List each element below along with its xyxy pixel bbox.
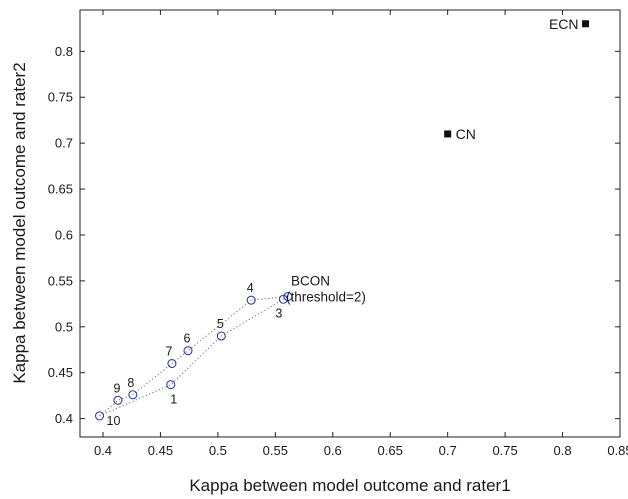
x-tick-label: 0.65 (378, 443, 403, 458)
square-point-ecn (582, 20, 590, 28)
x-tick-label: 0.4 (94, 443, 112, 458)
point-6 (183, 346, 193, 356)
point-1 (166, 380, 176, 390)
point-5 (216, 331, 226, 341)
point-label-3: 3 (275, 306, 282, 320)
y-tick-label: 0.45 (48, 365, 73, 380)
x-tick-label: 0.8 (554, 443, 572, 458)
point-4 (246, 295, 256, 305)
point-7 (167, 358, 177, 369)
x-tick-label: 0.45 (148, 443, 173, 458)
bcon-label: BCON (291, 274, 330, 289)
y-tick-label: 0.75 (48, 90, 73, 105)
point-label-9: 9 (113, 381, 120, 395)
y-tick-label: 0.4 (55, 411, 73, 426)
point-8 (128, 390, 138, 400)
x-tick-label: 0.85 (607, 443, 628, 458)
point-label-5: 5 (217, 317, 224, 331)
square-point-cn (444, 130, 452, 138)
point-10 (94, 411, 105, 421)
point-label-4: 4 (247, 281, 254, 295)
square-label-cn: CN (456, 126, 476, 142)
y-tick-label: 0.6 (55, 227, 73, 242)
point-label-10: 10 (107, 414, 121, 428)
x-tick-label: 0.6 (324, 443, 342, 458)
y-tick-label: 0.7 (55, 136, 73, 151)
x-tick-label: 0.55 (263, 443, 288, 458)
point-bcon (283, 291, 293, 302)
point-9 (113, 395, 123, 405)
point-label-8: 8 (127, 376, 134, 390)
y-tick-label: 0.8 (55, 44, 73, 59)
point-marks (94, 20, 590, 421)
axis-ticks: 0.40.450.50.550.60.650.70.750.80.850.40.… (48, 10, 628, 458)
y-tick-label: 0.5 (55, 319, 73, 334)
x-tick-label: 0.5 (209, 443, 227, 458)
point-label-1: 1 (170, 393, 177, 407)
plot-frame (79, 9, 621, 438)
bcon-threshold-label: (threshold=2) (286, 290, 366, 305)
square-label-ecn: ECN (549, 16, 579, 32)
y-tick-label: 0.55 (48, 273, 73, 288)
point-3 (278, 294, 288, 304)
point-label-7: 7 (165, 345, 172, 359)
point-labels: 1 76 5 4 3 89 10 BCON(threshold=2) CN ECN (107, 16, 579, 428)
y-axis-label: Kappa between model outcome and rater2 (10, 62, 29, 383)
lower-dotted-path (99, 296, 289, 417)
point-label-6: 6 (184, 332, 191, 346)
x-tick-label: 0.7 (439, 443, 457, 458)
x-tick-label: 0.75 (492, 443, 517, 458)
y-tick-label: 0.65 (48, 182, 73, 197)
x-axis-label: Kappa between model outcome and rater1 (189, 476, 510, 495)
upper-dotted-path (99, 296, 289, 417)
path-lines (99, 296, 289, 417)
